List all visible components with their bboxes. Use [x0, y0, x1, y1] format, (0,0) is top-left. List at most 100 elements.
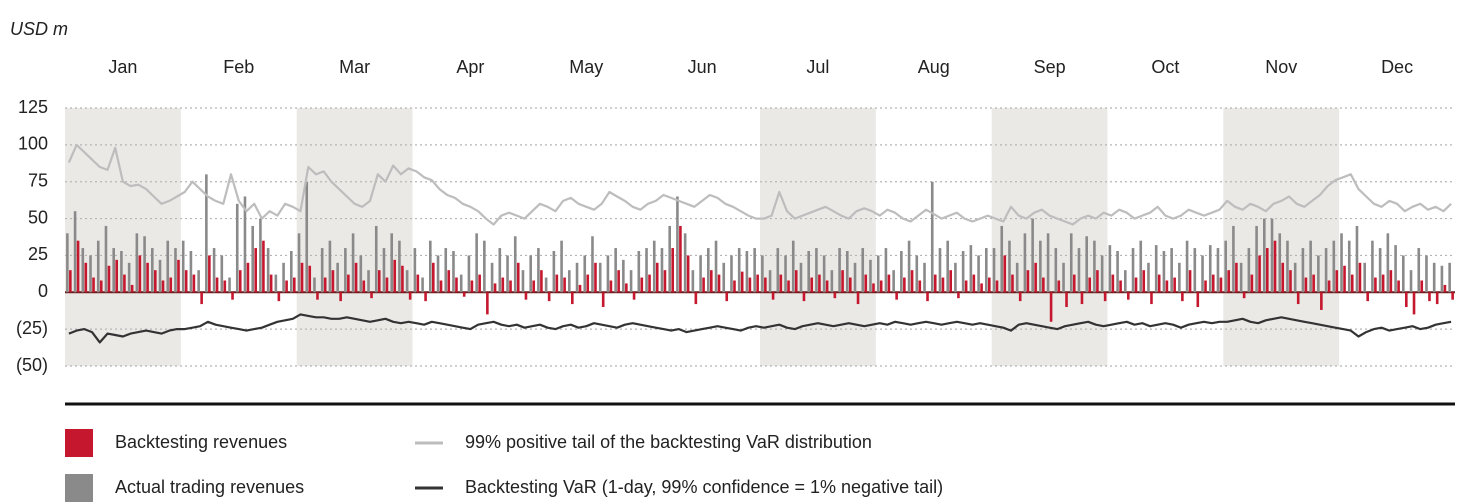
bar [1085, 236, 1088, 293]
bar [1289, 270, 1292, 293]
bar [282, 262, 285, 293]
bar [699, 255, 702, 293]
bar [359, 255, 363, 293]
bar [266, 248, 270, 293]
bar [1293, 262, 1297, 293]
bar [424, 292, 427, 302]
bar [622, 259, 625, 293]
bar [1432, 262, 1436, 293]
bar [578, 284, 582, 293]
bar [351, 233, 355, 293]
bar [784, 255, 787, 293]
bar [444, 248, 448, 293]
bar [1247, 248, 1251, 293]
x-tick-label: Sep [1034, 57, 1066, 77]
bar [1425, 255, 1428, 293]
bar [717, 274, 721, 293]
bar [856, 292, 860, 305]
x-tick-label: Jul [806, 57, 829, 77]
bar [915, 255, 919, 293]
bar [733, 280, 736, 293]
bar [509, 280, 512, 293]
bar [841, 270, 844, 293]
bar [154, 270, 157, 293]
bar [833, 292, 837, 299]
bar [1062, 262, 1065, 293]
bar [1312, 274, 1315, 293]
bar [161, 280, 165, 293]
y-tick-label: 25 [28, 244, 48, 264]
bar [707, 248, 710, 293]
bar [632, 292, 636, 300]
bar [462, 292, 466, 297]
bar [1258, 255, 1261, 293]
bar [177, 259, 180, 293]
bar [398, 240, 401, 293]
x-tick-label: Jun [688, 57, 717, 77]
bar [1023, 233, 1027, 293]
bar [1451, 292, 1454, 300]
bar [405, 270, 409, 293]
bar [591, 236, 594, 293]
bar [421, 277, 424, 293]
bar [980, 283, 983, 293]
bar [300, 262, 304, 293]
bar [215, 277, 219, 293]
bar [1116, 251, 1119, 293]
bar [776, 248, 780, 293]
bar [166, 240, 170, 293]
bar [521, 270, 525, 293]
bar [436, 255, 440, 293]
bar [1374, 277, 1377, 293]
bar [791, 240, 795, 293]
bar [1196, 292, 1200, 308]
bar [594, 262, 597, 293]
bar [138, 255, 142, 293]
bar [1405, 292, 1408, 308]
bar [617, 270, 620, 293]
bar [668, 225, 671, 293]
x-tick-label: Dec [1381, 57, 1413, 77]
bar [1049, 292, 1053, 322]
bar [192, 274, 196, 293]
bar [490, 262, 494, 293]
bar [1216, 248, 1220, 293]
month-band [760, 108, 876, 366]
bar [1263, 218, 1266, 293]
bar [995, 280, 999, 293]
bar [1235, 262, 1238, 293]
bar [1381, 274, 1385, 293]
bar [1412, 292, 1416, 315]
bar [501, 277, 505, 293]
line [67, 143, 1452, 226]
bar [768, 270, 772, 293]
bar [1201, 255, 1204, 293]
bar [1170, 248, 1173, 293]
bar [1440, 265, 1444, 293]
bar [1286, 240, 1289, 293]
bar [1219, 277, 1223, 293]
bar [544, 277, 548, 293]
bar [714, 240, 718, 293]
bar [347, 274, 350, 293]
bar [753, 248, 756, 293]
bar [1150, 292, 1153, 305]
bar [879, 280, 883, 293]
bar [1378, 248, 1382, 293]
bar [918, 280, 922, 293]
bar [1185, 240, 1189, 293]
bar [663, 270, 667, 293]
bar [1057, 280, 1061, 293]
month-bands [65, 108, 1340, 366]
bar [328, 240, 332, 293]
bar [344, 248, 347, 293]
bar [459, 274, 463, 293]
bar [1389, 270, 1393, 293]
bar [274, 274, 278, 293]
bar [429, 240, 432, 293]
bar [238, 270, 242, 293]
bar [985, 248, 988, 293]
bar [285, 280, 288, 293]
bar [246, 262, 250, 293]
bar [416, 274, 420, 293]
